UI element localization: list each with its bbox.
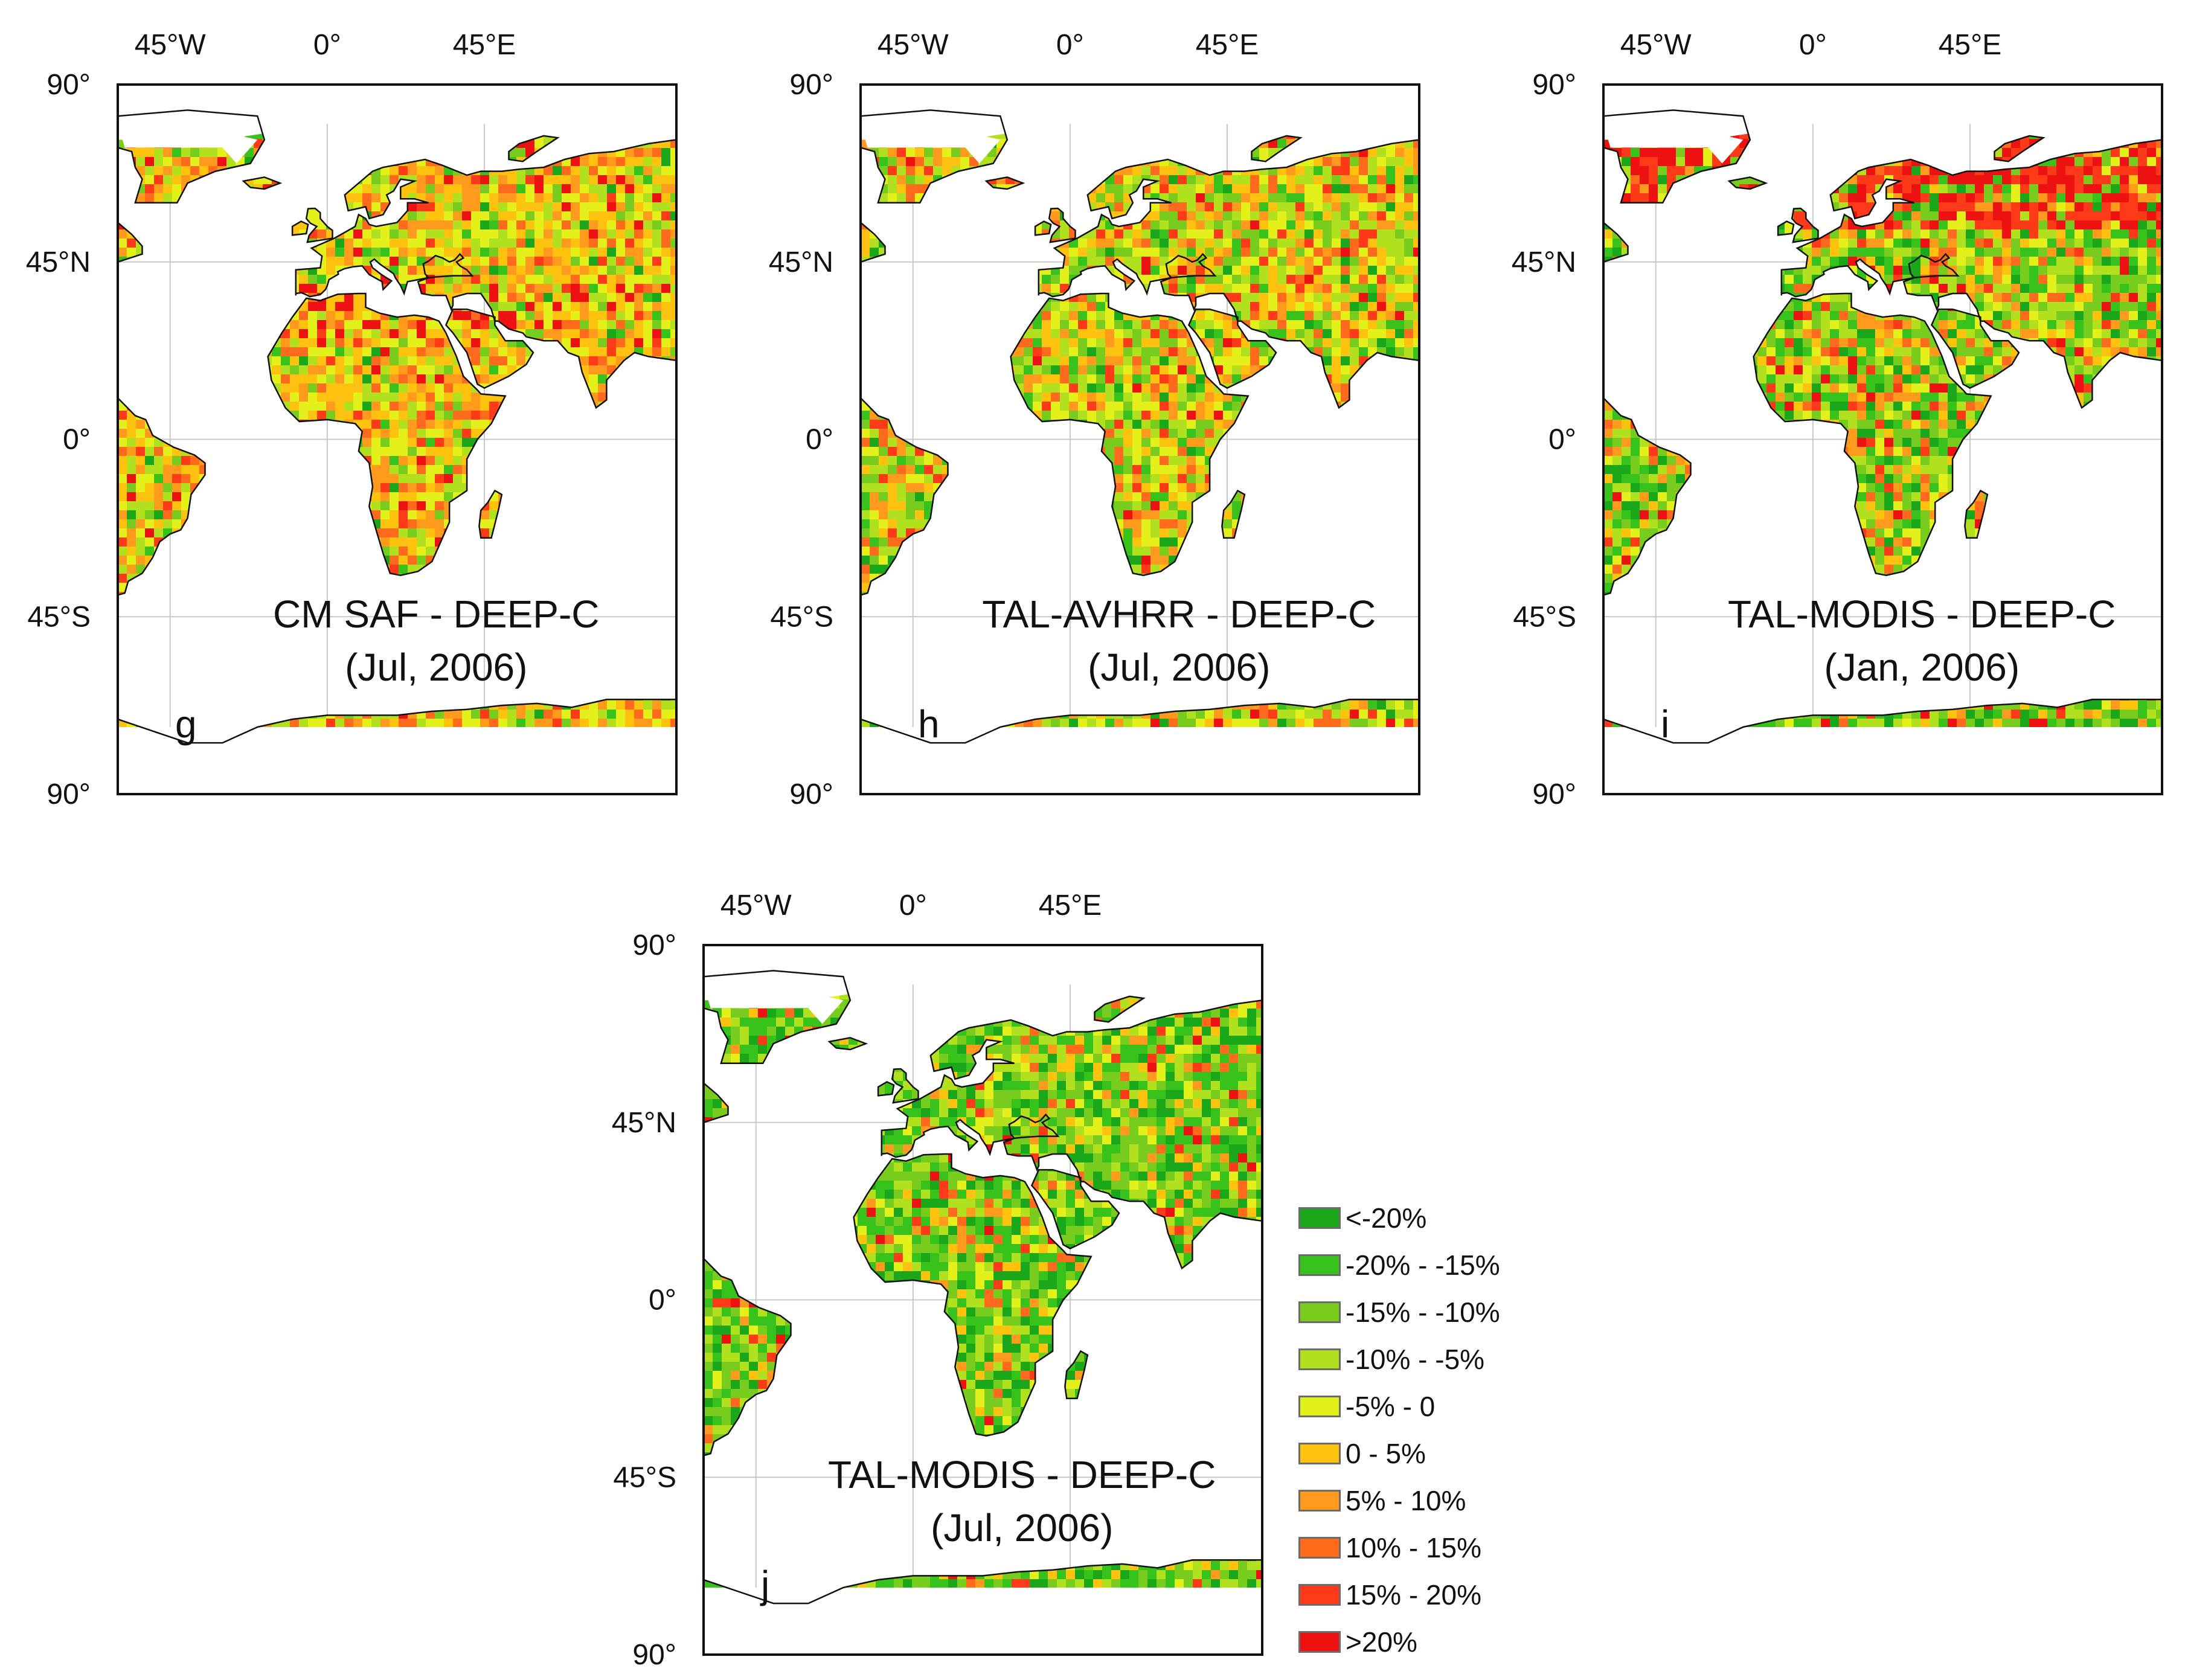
panel-letter: j	[760, 1563, 769, 1606]
legend-item: -10% - -5%	[1298, 1340, 1552, 1387]
lat-tick-label: 45°S	[27, 601, 91, 633]
panel-title: CM SAF - DEEP-C	[273, 592, 599, 636]
panel-date: (Jul, 2006)	[345, 646, 527, 689]
legend-item: 5% - 10%	[1298, 1481, 1552, 1528]
legend-item: 10% - 15%	[1298, 1528, 1552, 1576]
lat-tick-label: 45°S	[613, 1461, 676, 1493]
map-frame	[859, 83, 1420, 795]
lon-tick-label: 45°E	[1196, 29, 1259, 61]
panel-letter: i	[1661, 702, 1669, 746]
coastlines	[861, 109, 1419, 794]
legend-label: -15% - -10%	[1346, 1297, 1500, 1328]
legend-label: -20% - -15%	[1346, 1249, 1500, 1281]
panel-date: (Jan, 2006)	[1824, 646, 2020, 689]
coastlines	[1603, 109, 2162, 794]
lat-tick-label: 45°S	[1513, 601, 1576, 633]
lon-tick-label: 45°W	[878, 29, 949, 61]
difference-raster	[1603, 110, 2162, 794]
legend-item: <-20%	[1298, 1199, 1552, 1246]
map-panel-g: 45°W 0° 45°E 90° 45°N 0° 45°S 90° CM SAF - DEEP-…	[26, 12, 678, 810]
legend-swatch	[1298, 1207, 1341, 1229]
legend-swatch	[1298, 1348, 1341, 1370]
map-frame	[117, 83, 678, 795]
map-svg: 45°W 0° 45°E 90° 45°N 0° 45°S 90° TAL-MODIS - DE…	[612, 890, 1263, 1671]
panel-letter: g	[175, 702, 197, 746]
map-svg: 45°W 0° 45°E 90° 45°N 0° 45°S 90° TAL-MODIS - DE…	[1512, 29, 2163, 810]
panel-date: (Jul, 2006)	[1088, 646, 1270, 689]
lat-tick-label: 0°	[63, 424, 91, 456]
legend-swatch	[1298, 1443, 1341, 1464]
map-panel-j: 45°W 0° 45°E 90° 45°N 0° 45°S 90° TAL-MODIS - DE…	[612, 873, 1263, 1671]
lon-tick-label: 0°	[1799, 29, 1827, 61]
lat-tick-label: 90°	[1532, 69, 1576, 101]
lat-tick-label: 90°	[632, 1639, 676, 1671]
lat-tick-label: 0°	[1548, 424, 1576, 456]
legend-label: -5% - 0	[1346, 1391, 1436, 1422]
legend-swatch	[1298, 1301, 1341, 1323]
legend-label: <-20%	[1346, 1202, 1427, 1234]
panel-title: TAL-MODIS - DEEP-C	[1728, 592, 2116, 636]
lat-tick-label: 0°	[649, 1284, 676, 1316]
legend-label: 5% - 10%	[1346, 1485, 1466, 1516]
difference-raster	[704, 970, 1262, 1655]
legend-swatch	[1298, 1537, 1341, 1559]
lat-tick-label: 90°	[789, 69, 833, 101]
lon-tick-label: 45°E	[453, 29, 516, 61]
legend-swatch	[1298, 1396, 1341, 1417]
lat-tick-label: 45°N	[26, 246, 91, 278]
map-frame	[702, 944, 1263, 1656]
legend-swatch	[1298, 1584, 1341, 1606]
panel-date: (Jul, 2006)	[931, 1506, 1113, 1550]
lon-tick-label: 45°W	[1620, 29, 1692, 61]
map-svg: 45°W 0° 45°E 90° 45°N 0° 45°S 90° CM SAF - DEEP-…	[26, 29, 678, 810]
legend-item: -5% - 0	[1298, 1387, 1552, 1434]
lat-tick-label: 45°S	[770, 601, 833, 633]
legend-item: -20% - -15%	[1298, 1246, 1552, 1293]
panel-title: TAL-AVHRR - DEEP-C	[982, 592, 1376, 636]
legend: <-20% -20% - -15% -15% - -10% -10% - -5%…	[1298, 1199, 1552, 1670]
map-panel-i: 45°W 0° 45°E 90° 45°N 0° 45°S 90° TAL-MODIS - DE…	[1512, 12, 2163, 810]
legend-label: >20%	[1346, 1626, 1417, 1658]
lat-tick-label: 90°	[47, 778, 91, 810]
panel-title: TAL-MODIS - DEEP-C	[828, 1453, 1216, 1496]
difference-raster	[118, 110, 676, 794]
lon-tick-label: 0°	[899, 890, 927, 922]
lat-tick-label: 90°	[1532, 778, 1576, 810]
lat-tick-label: 90°	[632, 929, 676, 961]
lon-tick-label: 45°E	[1939, 29, 2002, 61]
legend-label: -10% - -5%	[1346, 1344, 1485, 1375]
panel-letter: h	[918, 702, 940, 746]
coastlines	[118, 109, 676, 794]
lat-tick-label: 90°	[47, 69, 91, 101]
map-svg: 45°W 0° 45°E 90° 45°N 0° 45°S 90° TAL-AVHRR - DE…	[769, 29, 1420, 810]
coastlines	[704, 970, 1262, 1655]
lon-tick-label: 0°	[1056, 29, 1084, 61]
lon-tick-label: 0°	[313, 29, 341, 61]
legend-item: -15% - -10%	[1298, 1293, 1552, 1340]
legend-label: 15% - 20%	[1346, 1579, 1482, 1611]
lat-tick-label: 45°N	[1512, 246, 1576, 278]
lat-tick-label: 0°	[806, 424, 833, 456]
legend-label: 10% - 15%	[1346, 1532, 1482, 1563]
lon-tick-label: 45°W	[720, 890, 792, 922]
legend-item: >20%	[1298, 1623, 1552, 1670]
map-frame	[1602, 83, 2163, 795]
lat-tick-label: 90°	[789, 778, 833, 810]
legend-label: 0 - 5%	[1346, 1438, 1426, 1469]
map-panel-h: 45°W 0° 45°E 90° 45°N 0° 45°S 90° TAL-AVHRR - DE…	[769, 12, 1420, 810]
legend-swatch	[1298, 1631, 1341, 1653]
legend-swatch	[1298, 1254, 1341, 1276]
legend-swatch	[1298, 1490, 1341, 1512]
difference-raster	[861, 110, 1419, 794]
lat-tick-label: 45°N	[769, 246, 833, 278]
legend-item: 0 - 5%	[1298, 1434, 1552, 1481]
lat-tick-label: 45°N	[612, 1107, 676, 1139]
lon-tick-label: 45°E	[1039, 890, 1102, 922]
legend-item: 15% - 20%	[1298, 1576, 1552, 1623]
lon-tick-label: 45°W	[135, 29, 207, 61]
